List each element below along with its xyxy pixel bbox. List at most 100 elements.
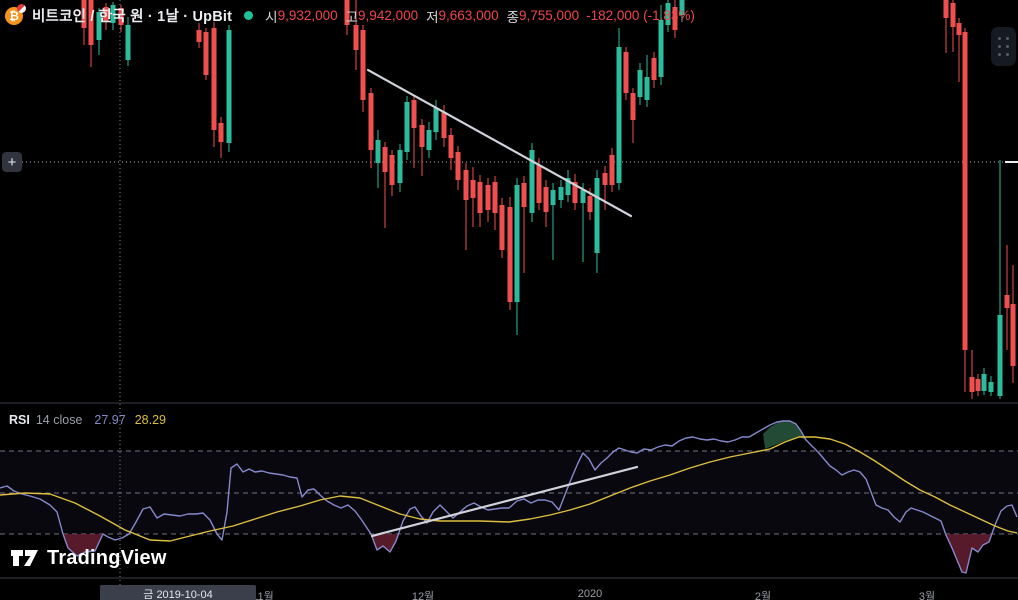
- candle-body: [360, 30, 366, 100]
- candle-body: [499, 205, 505, 250]
- candle-body: [397, 150, 403, 183]
- candle-body: [630, 93, 636, 120]
- candle-body: [375, 140, 381, 163]
- time-axis-label: 12월: [411, 591, 435, 600]
- candle-body: [433, 108, 439, 132]
- open-label: 시: [265, 9, 278, 25]
- candle-body: [969, 377, 975, 392]
- candle-body: [981, 374, 987, 391]
- candle-body: [950, 3, 956, 27]
- rsi-settings: 14 close: [35, 413, 83, 427]
- crosshair-date-text: 금 2019-10-04: [143, 589, 213, 600]
- watermark-text: TradingView: [47, 546, 167, 569]
- candle-body: [507, 207, 513, 302]
- candle-body: [988, 382, 994, 392]
- krw-pair-badge-icon: [17, 3, 26, 13]
- add-alert-plus-button[interactable]: +: [2, 152, 22, 172]
- candle-body: [203, 32, 209, 75]
- candle-body: [226, 30, 232, 143]
- time-axis-label: 2월: [754, 591, 772, 600]
- btc-glyph: ₿: [9, 8, 19, 23]
- candle-body: [550, 190, 556, 205]
- rsi-ma-value: 28.29: [134, 413, 166, 427]
- candle-body: [580, 190, 586, 203]
- pane-drag-handle-button[interactable]: [991, 27, 1016, 66]
- candle-body: [211, 28, 217, 130]
- candle-body: [658, 20, 664, 77]
- candle-body: [572, 182, 578, 203]
- candle-body: [543, 187, 549, 212]
- candle-body: [353, 25, 359, 50]
- candle-body: [118, 8, 124, 25]
- candle-body: [389, 155, 395, 185]
- candle-body: [448, 135, 454, 158]
- candle-body: [975, 379, 981, 391]
- candle-body: [651, 58, 657, 80]
- rsi-ma-line: [0, 436, 1018, 542]
- six-dot-grid-icon: [998, 37, 1009, 56]
- candle-body: [521, 183, 527, 207]
- candle-body: [404, 102, 410, 152]
- overbought-patch: [763, 421, 806, 449]
- candle-body: [470, 180, 476, 198]
- time-axis[interactable]: 11월 12월 2020 2월 3월: [0, 579, 1018, 600]
- candle-body: [344, 0, 350, 25]
- candle-body: [411, 100, 417, 128]
- candle-body: [609, 155, 615, 185]
- close-label: 종: [506, 9, 520, 25]
- rsi-title: RSI: [9, 413, 30, 427]
- candle-body: [477, 182, 483, 213]
- candle-body: [956, 23, 962, 35]
- ohlc-values: 시 9,932,000 고 9,942,000 저 9,663,000 종 9,755,…: [265, 6, 695, 26]
- symbol-title[interactable]: 비트코인 / 한국 원 · 1날 · UpBit: [32, 9, 233, 25]
- candle-body: [441, 112, 447, 138]
- tradingview-logo-icon: [11, 550, 38, 566]
- candle-body: [644, 77, 650, 100]
- candle-body: [419, 125, 425, 147]
- tradingview-watermark[interactable]: TradingView: [10, 546, 167, 570]
- rsi-value: 27.97: [94, 413, 126, 427]
- candle-body: [368, 93, 374, 150]
- candle-body: [616, 47, 622, 183]
- candle-body: [536, 165, 542, 203]
- candle-body: [426, 130, 432, 150]
- candle-body: [558, 187, 564, 200]
- main-trendline: [366, 68, 633, 218]
- rsi-indicator-legend[interactable]: RSI 14 close 27.97 28.29: [9, 413, 166, 427]
- candle-body: [1010, 304, 1016, 366]
- candle-body: [587, 196, 593, 212]
- low-label: 저: [426, 9, 439, 25]
- time-axis-label: 3월: [918, 591, 936, 600]
- candle-body: [565, 178, 571, 195]
- candle-body: [514, 185, 520, 302]
- candle-body: [485, 185, 491, 210]
- plus-icon: +: [7, 153, 17, 171]
- candle-body: [110, 5, 116, 23]
- candle-body: [455, 152, 461, 180]
- candle-body: [218, 123, 224, 142]
- open-value: 9,932,000: [277, 8, 338, 23]
- candle-body: [602, 173, 608, 185]
- oversold-patch: [946, 534, 991, 573]
- rsi-line: [0, 420, 1018, 574]
- candle-body: [672, 7, 678, 30]
- candle-body: [679, 0, 685, 15]
- candle-body: [492, 182, 498, 213]
- time-axis-label: 2020: [577, 588, 603, 600]
- btc-coin-icon: ₿: [5, 3, 26, 25]
- candle-body: [529, 150, 535, 213]
- candle-body: [103, 7, 109, 22]
- candle-body: [463, 170, 469, 200]
- candle-body: [962, 32, 968, 350]
- candle-body: [943, 0, 949, 18]
- candle-body: [125, 25, 131, 60]
- market-status-dot: [244, 11, 254, 20]
- candle-body: [997, 315, 1003, 396]
- candle-body: [81, 0, 87, 28]
- candle-body: [1004, 295, 1010, 308]
- candle-body: [88, 0, 94, 45]
- change-value: -182,000 (-1.83%): [586, 8, 695, 23]
- candle-body: [623, 52, 629, 93]
